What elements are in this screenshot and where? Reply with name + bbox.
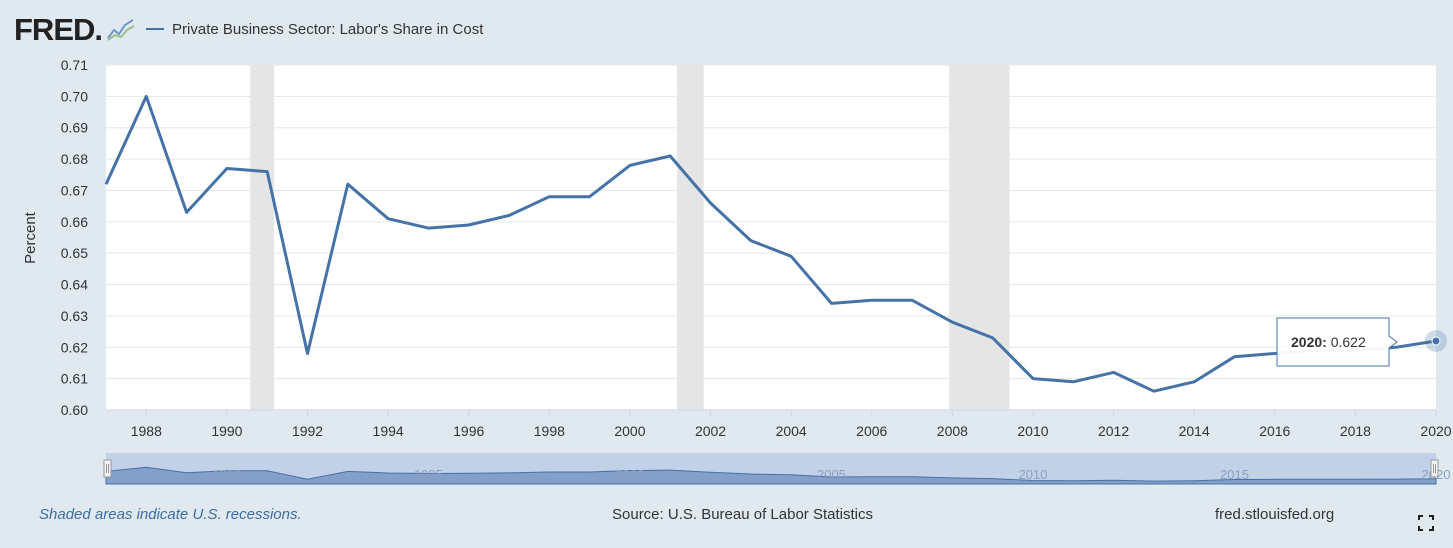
data-point[interactable] <box>949 319 955 325</box>
tooltip-box <box>1276 317 1398 367</box>
y-axis-label: Percent <box>22 211 39 264</box>
x-tick-label: 2006 <box>856 423 887 439</box>
data-point[interactable] <box>1191 379 1197 385</box>
tooltip-value: 0.622 <box>1331 334 1366 350</box>
x-tick-label: 2012 <box>1098 423 1129 439</box>
navigator-label: 2010 <box>1019 467 1048 482</box>
navigator-label: 1995 <box>414 467 443 482</box>
data-point[interactable] <box>425 225 431 231</box>
x-tick-label: 2014 <box>1179 423 1210 439</box>
x-tick-label: 2020 <box>1420 423 1451 439</box>
data-point[interactable] <box>264 169 270 175</box>
navigator-label: 2000 <box>615 467 644 482</box>
data-point[interactable] <box>909 297 915 303</box>
y-tick-label: 0.67 <box>61 182 88 198</box>
x-tick-label: 1998 <box>534 423 565 439</box>
data-point[interactable] <box>748 238 754 244</box>
navigator-label: 1990 <box>212 467 241 482</box>
y-tick-label: 0.68 <box>61 151 88 167</box>
x-tick-label: 2008 <box>937 423 968 439</box>
x-tick-label: 2016 <box>1259 423 1290 439</box>
x-tick-label: 1990 <box>211 423 242 439</box>
x-tick-label: 2018 <box>1340 423 1371 439</box>
data-point[interactable] <box>103 181 109 187</box>
y-tick-label: 0.71 <box>61 57 88 73</box>
data-point[interactable] <box>224 166 230 172</box>
data-point[interactable] <box>546 194 552 200</box>
x-tick-label: 1988 <box>131 423 162 439</box>
legend-line-icon <box>146 28 165 30</box>
hover-marker[interactable] <box>1431 336 1441 346</box>
fred-logo[interactable]: FRED. <box>14 11 103 47</box>
y-tick-label: 0.66 <box>61 214 88 230</box>
x-tick-label: 1994 <box>373 423 404 439</box>
data-point[interactable] <box>305 351 311 357</box>
fred-graph-icon <box>106 16 137 42</box>
navigator-label: 2015 <box>1220 467 1249 482</box>
recession-band <box>250 65 275 410</box>
x-tick-label: 1996 <box>453 423 484 439</box>
recession-band <box>677 65 704 410</box>
navigator-handle-left[interactable] <box>103 459 112 478</box>
data-point[interactable] <box>466 222 472 228</box>
tooltip-label: 2020: <box>1291 334 1331 350</box>
data-point[interactable] <box>587 194 593 200</box>
navigator-label: 2005 <box>817 467 846 482</box>
data-point[interactable] <box>1070 379 1076 385</box>
data-point[interactable] <box>788 253 794 259</box>
data-point[interactable] <box>828 300 834 306</box>
data-point[interactable] <box>1231 354 1237 360</box>
plot-background <box>106 65 1436 410</box>
data-point[interactable] <box>1030 376 1036 382</box>
y-tick-label: 0.61 <box>61 371 88 387</box>
y-tick-label: 0.70 <box>61 88 88 104</box>
recession-band <box>949 65 1010 410</box>
data-point[interactable] <box>506 213 512 219</box>
y-tick-label: 0.63 <box>61 308 88 324</box>
y-tick-label: 0.62 <box>61 339 88 355</box>
x-tick-label: 2000 <box>614 423 645 439</box>
fullscreen-icon[interactable] <box>1418 515 1434 531</box>
data-point[interactable] <box>184 209 190 215</box>
data-point[interactable] <box>708 200 714 206</box>
x-tick-label: 2002 <box>695 423 726 439</box>
x-tick-label: 2010 <box>1017 423 1048 439</box>
tooltip-text: 2020: 0.622 <box>1291 334 1366 350</box>
data-point[interactable] <box>990 335 996 341</box>
navigator-series <box>105 466 1437 485</box>
x-tick-label: 2004 <box>776 423 807 439</box>
data-point[interactable] <box>345 181 351 187</box>
recession-note: Shaded areas indicate U.S. recessions. <box>39 506 302 523</box>
data-point[interactable] <box>627 162 633 168</box>
navigator-handle-right[interactable] <box>1430 459 1439 478</box>
data-point[interactable] <box>385 216 391 222</box>
y-tick-label: 0.64 <box>61 277 88 293</box>
site-link[interactable]: fred.stlouisfed.org <box>1215 506 1335 523</box>
y-tick-label: 0.60 <box>61 402 88 418</box>
y-tick-label: 0.65 <box>61 245 88 261</box>
data-point[interactable] <box>1111 369 1117 375</box>
y-tick-label: 0.69 <box>61 120 88 136</box>
chart-header: FRED. Private Business Sector: Labor's S… <box>14 10 483 48</box>
data-point[interactable] <box>143 93 149 99</box>
x-tick-label: 1992 <box>292 423 323 439</box>
series-line[interactable] <box>104 94 1437 393</box>
data-point[interactable] <box>667 153 673 159</box>
legend-label[interactable]: Private Business Sector: Labor's Share i… <box>172 20 484 38</box>
data-point[interactable] <box>1151 388 1157 394</box>
data-point[interactable] <box>869 297 875 303</box>
source-text: Source: U.S. Bureau of Labor Statistics <box>612 506 873 523</box>
